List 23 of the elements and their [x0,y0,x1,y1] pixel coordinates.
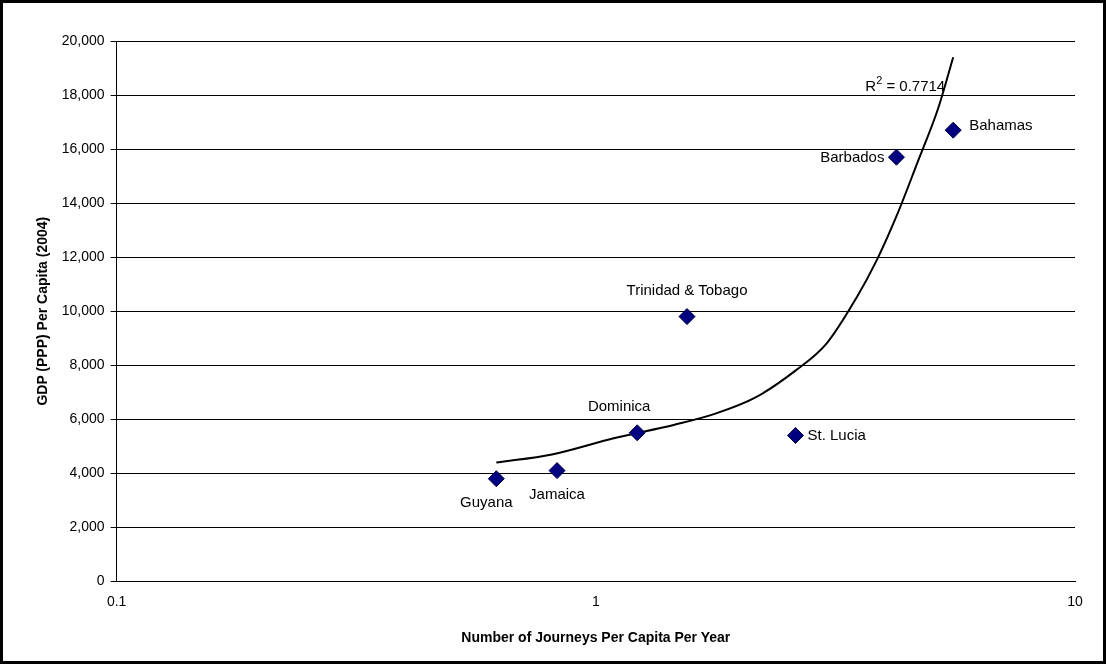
series-label: Bahamas [969,116,1033,134]
series-label: St. Lucia [807,426,867,444]
y-tick-label: 0 [96,572,105,589]
y-axis-title: GDP (PPP) Per Capita (2004) [34,216,51,406]
y-tick-label: 14,000 [61,193,105,210]
y-tick-label: 2,000 [69,518,105,535]
series-label: Barbados [820,148,885,166]
series-label: Jamaica [529,484,586,502]
y-tick-label: 20,000 [61,31,105,48]
y-tick-label: 12,000 [61,248,105,265]
y-tick-label: 4,000 [69,464,105,481]
y-tick-label: 18,000 [61,85,105,102]
y-tick-label: 16,000 [61,139,105,156]
y-tick-label: 8,000 [69,356,105,373]
y-tick-label: 10,000 [61,302,105,319]
x-axis-title: Number of Journeys Per Capita Per Year [461,629,731,646]
y-tick-label: 6,000 [69,410,105,427]
series-label: Trinidad & Tobago [626,280,748,298]
x-tick-label: 1 [591,592,600,609]
x-tick-label: 10 [1067,592,1083,609]
series-label: Dominica [587,396,652,414]
series-label: Guyana [460,492,514,510]
x-tick-label: 0.1 [106,592,127,609]
